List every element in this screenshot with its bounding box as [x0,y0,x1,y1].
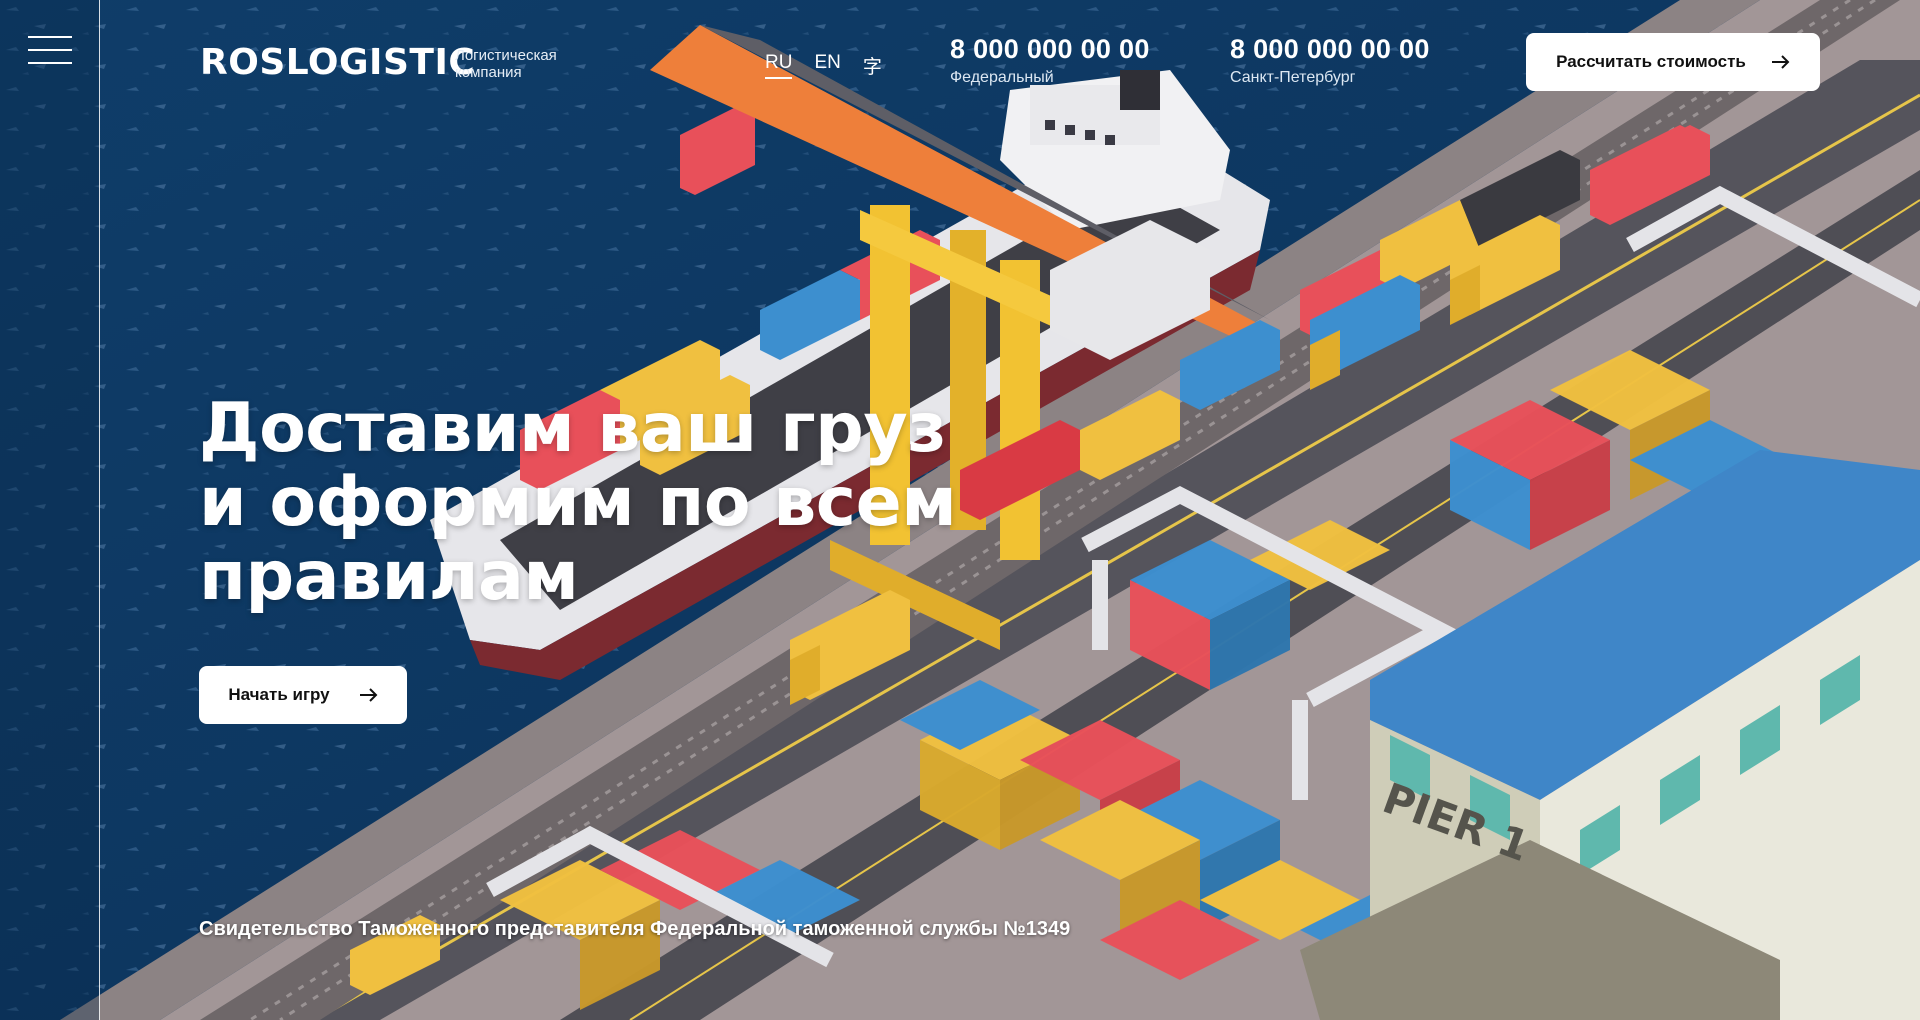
arrow-right-icon [1771,55,1790,69]
ship-containers [520,105,940,490]
brand-tagline: Логистическая компания [455,47,557,81]
phone-label: Федеральный [950,69,1054,86]
trucks [350,125,1700,995]
lang-en[interactable]: EN [814,52,841,73]
lang-ru[interactable]: RU [765,52,793,79]
calculate-cost-label: Рассчитать стоимость [1556,52,1746,71]
phone-spb[interactable]: 8 000 000 00 00 Санкт-Петербург [1230,34,1430,87]
language-switcher: RU EN 字 [765,52,882,79]
phone-number[interactable]: 8 000 000 00 00 [1230,34,1430,64]
start-game-label: Начать игру [228,685,330,704]
brand-tagline-line-2: компания [455,64,522,81]
warehouse [1300,450,1920,1020]
sidebar [0,0,100,1020]
hero-title-line: и оформим по всем [199,463,957,542]
hero-title-line: Доставим ваш груз [199,389,947,468]
phone-number[interactable]: 8 000 000 00 00 [950,34,1150,64]
menu-icon[interactable] [28,36,72,64]
brand-tagline-line-1: Логистическая [455,47,557,64]
yard-gantries [486,185,1920,968]
lang-zh[interactable]: 字 [862,57,882,78]
phone-label: Санкт-Петербург [1230,69,1356,86]
customs-certificate: Свидетельство Таможенного представителя … [199,918,1071,940]
menu-icon-line [28,49,72,51]
arrow-right-icon [359,688,378,702]
menu-icon-line [28,36,72,38]
phone-federal[interactable]: 8 000 000 00 00 Федеральный [950,34,1150,87]
brand-logo[interactable]: ROSLOGISTIC [200,42,476,83]
menu-icon-line [28,62,72,64]
hero-title: Доставим ваш груз и оформим по всем прав… [199,389,957,616]
hero-title-line: правилам [199,537,579,616]
calculate-cost-button[interactable]: Рассчитать стоимость [1526,33,1820,91]
start-game-button[interactable]: Начать игру [199,666,407,724]
